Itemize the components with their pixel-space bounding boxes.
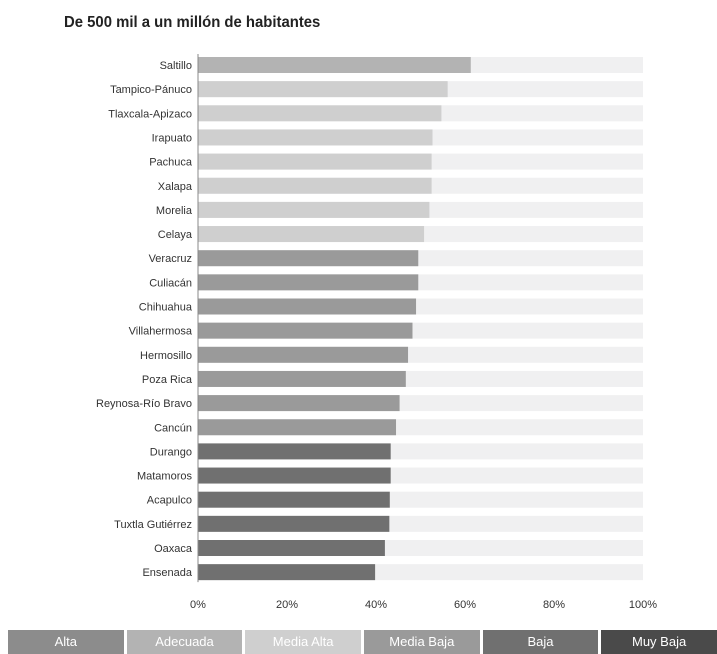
legend: Alta Adecuada Media Alta Media Baja Baja Muy … <box>8 630 717 654</box>
category-label: Villahermosa <box>129 326 193 338</box>
category-label: Culiacán <box>149 277 192 289</box>
x-tick-labels: 0% 20% 40% 60% 80% 100% <box>190 599 657 611</box>
category-label: Acapulco <box>147 495 192 507</box>
bar <box>198 515 390 532</box>
category-label: Irapuato <box>152 132 192 144</box>
bar <box>198 346 409 363</box>
category-label: Cancún <box>154 422 192 434</box>
x-tick-label: 0% <box>190 599 206 611</box>
x-tick-label: 40% <box>365 599 387 611</box>
x-tick-label: 60% <box>454 599 476 611</box>
legend-item: Media Alta <box>245 630 361 654</box>
category-label: Saltillo <box>160 60 192 72</box>
bar <box>198 201 430 218</box>
category-label: Chihuahua <box>139 302 193 314</box>
x-tick-label: 100% <box>629 599 657 611</box>
category-label: Matamoros <box>137 471 193 483</box>
bar-chart: Saltillo Tampico-Pánuco Tlaxcala-Apizaco Ir… <box>96 54 657 611</box>
bar <box>198 81 448 98</box>
bar <box>198 226 425 243</box>
legend-item: Muy Baja <box>601 630 717 654</box>
bar <box>198 564 376 581</box>
bar <box>198 153 432 170</box>
category-label: Tampico-Pánuco <box>110 84 192 96</box>
category-label: Morelia <box>156 205 193 217</box>
bar <box>198 370 406 387</box>
category-label: Reynosa-Río Bravo <box>96 398 192 410</box>
bars <box>198 57 471 581</box>
category-label: Tlaxcala-Apizaco <box>108 108 192 120</box>
category-label: Poza Rica <box>142 374 193 386</box>
x-tick-label: 80% <box>543 599 565 611</box>
bar <box>198 322 413 339</box>
category-label: Oaxaca <box>154 543 193 555</box>
legend-item: Adecuada <box>126 630 243 654</box>
legend-item: Alta <box>8 630 124 654</box>
bar <box>198 419 397 436</box>
bar <box>198 250 419 267</box>
category-label: Durango <box>150 446 192 458</box>
category-label: Hermosillo <box>140 350 192 362</box>
x-tick-label: 20% <box>276 599 298 611</box>
category-label: Tuxtla Gutiérrez <box>114 519 192 531</box>
bar <box>198 177 432 194</box>
category-label: Veracruz <box>149 253 192 265</box>
category-label: Celaya <box>158 229 193 241</box>
bar <box>198 443 391 460</box>
category-labels: Saltillo Tampico-Pánuco Tlaxcala-Apizaco Ir… <box>96 60 193 579</box>
category-label: Xalapa <box>158 181 193 193</box>
bar <box>198 395 400 412</box>
legend-item: Media Baja <box>363 630 480 654</box>
category-label: Ensenada <box>142 567 192 579</box>
bar <box>198 298 417 315</box>
bar <box>198 129 433 146</box>
bar <box>198 274 419 291</box>
chart-title: De 500 mil a un millón de habitantes <box>64 14 321 31</box>
legend-item: Baja <box>482 630 599 654</box>
category-label: Pachuca <box>149 157 193 169</box>
bar <box>198 57 471 73</box>
bar <box>198 467 391 484</box>
bar <box>198 491 390 508</box>
bar <box>198 105 442 122</box>
bar <box>198 540 385 556</box>
